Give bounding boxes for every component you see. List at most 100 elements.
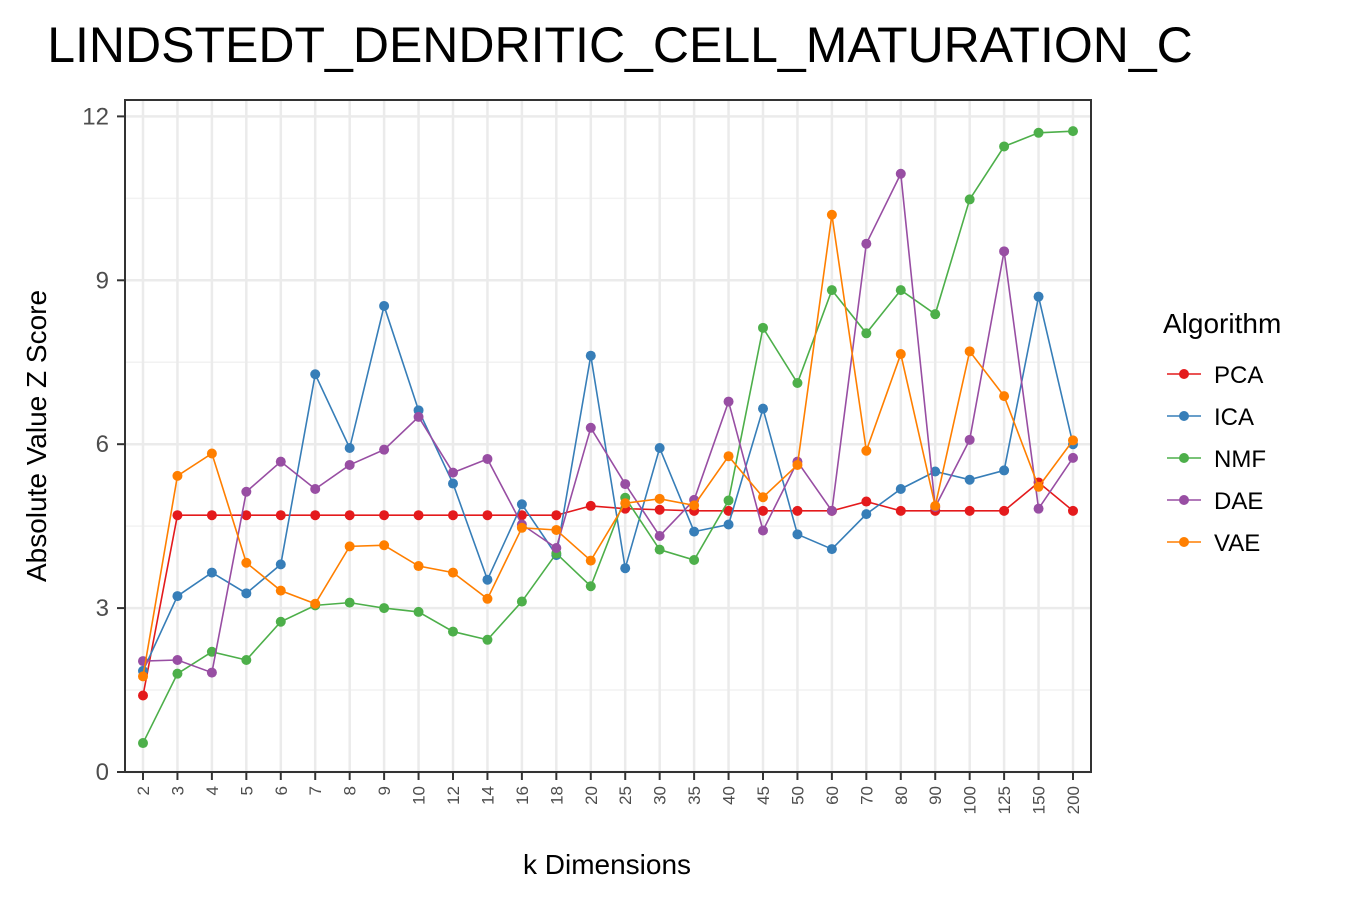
series-vae <box>138 209 1078 682</box>
data-point-ica <box>1033 291 1044 302</box>
data-point-vae <box>930 500 941 511</box>
data-point-nmf <box>930 309 941 320</box>
x-tick-label: 35 <box>685 786 704 805</box>
data-point-pca <box>964 505 975 516</box>
chart-title: LINDSTEDT_DENDRITIC_CELL_MATURATION_C <box>47 17 1193 73</box>
data-point-dae <box>1033 503 1044 514</box>
data-point-nmf <box>448 626 458 637</box>
data-point-nmf <box>241 655 252 665</box>
y-tick-label: 12 <box>82 103 109 130</box>
series-pca <box>138 477 1078 701</box>
legend-label: VAE <box>1214 530 1260 557</box>
grid-major <box>125 100 1091 774</box>
data-point-pca <box>379 510 390 521</box>
data-point-pca <box>895 505 906 516</box>
y-axis-title: Absolute Value Z Score <box>21 290 52 582</box>
series-line-pca <box>142 481 1074 696</box>
data-point-pca <box>172 510 183 521</box>
data-point-dae <box>654 530 665 541</box>
legend-label: DAE <box>1214 488 1263 515</box>
grid-minor <box>125 197 1091 691</box>
data-point-nmf <box>861 328 872 339</box>
x-tick-label: 30 <box>651 786 670 805</box>
data-point-vae <box>344 541 355 552</box>
data-point-ica <box>379 300 390 311</box>
data-point-pca <box>792 505 803 516</box>
data-point-vae <box>861 445 872 456</box>
data-point-vae <box>1068 435 1078 446</box>
series-layer <box>138 126 1078 749</box>
data-point-pca <box>585 500 596 511</box>
data-point-dae <box>964 434 975 445</box>
legend: Algorithm PCA ICA NMF DAE VAE <box>1163 308 1281 557</box>
data-point-vae <box>172 470 183 481</box>
data-point-vae <box>964 346 975 357</box>
data-point-vae <box>1033 481 1044 492</box>
series-dae <box>138 168 1078 678</box>
data-point-dae <box>344 459 355 470</box>
data-point-ica <box>861 509 872 520</box>
data-point-vae <box>310 598 321 609</box>
legend-key-point <box>1179 369 1189 379</box>
data-point-ica <box>344 443 355 454</box>
x-tick-label: 2 <box>134 786 153 795</box>
y-tick-label: 6 <box>96 431 109 458</box>
data-point-ica <box>620 563 631 574</box>
data-point-ica <box>723 519 734 530</box>
data-point-nmf <box>482 634 493 645</box>
data-point-nmf <box>275 616 286 627</box>
legend-key-point <box>1179 495 1189 505</box>
data-point-pca <box>516 510 527 521</box>
legend-item-nmf: NMF <box>1167 446 1266 473</box>
data-point-dae <box>482 453 493 464</box>
data-point-pca <box>413 510 424 521</box>
x-tick-label: 10 <box>410 786 429 805</box>
data-point-dae <box>551 543 562 553</box>
data-point-dae <box>895 168 906 179</box>
x-tick-label: 5 <box>237 786 256 795</box>
data-point-vae <box>654 493 665 504</box>
x-tick-label: 16 <box>513 786 532 805</box>
data-point-dae <box>1068 452 1078 463</box>
legend-title: Algorithm <box>1163 308 1281 339</box>
data-point-ica <box>758 403 768 414</box>
x-tick-label: 18 <box>547 786 566 805</box>
x-tick-label: 45 <box>754 786 773 805</box>
data-point-dae <box>999 246 1010 257</box>
data-point-nmf <box>413 606 424 617</box>
x-tick-label: 3 <box>168 786 187 795</box>
series-line-ica <box>142 296 1074 672</box>
data-point-nmf <box>826 285 837 296</box>
data-point-pca <box>448 510 458 521</box>
data-point-vae <box>379 540 390 551</box>
legend-label: PCA <box>1214 362 1263 389</box>
y-tick-label: 9 <box>96 267 109 294</box>
legend-key-point <box>1179 411 1189 421</box>
data-point-nmf <box>206 646 217 657</box>
legend-item-dae: DAE <box>1167 488 1263 515</box>
x-tick-label: 12 <box>444 786 463 805</box>
data-point-pca <box>999 505 1010 516</box>
x-tick-label: 100 <box>961 786 980 814</box>
data-point-ica <box>689 526 700 537</box>
data-point-dae <box>241 486 252 497</box>
data-point-nmf <box>344 597 355 608</box>
legend-items: PCA ICA NMF DAE VAE <box>1167 362 1266 557</box>
data-point-dae <box>861 238 872 249</box>
y-axis: 0 3 6 9 12 <box>82 103 125 786</box>
plot-panel-border <box>124 99 1092 773</box>
data-point-ica <box>930 466 941 477</box>
legend-item-vae: VAE <box>1167 530 1260 557</box>
data-point-pca <box>206 510 217 521</box>
x-tick-label: 200 <box>1064 786 1083 814</box>
x-tick-label: 70 <box>857 786 876 805</box>
data-point-vae <box>620 498 631 509</box>
data-point-dae <box>723 396 734 407</box>
data-point-dae <box>310 483 321 494</box>
x-tick-label: 9 <box>375 786 394 795</box>
x-tick-label: 150 <box>1030 786 1049 814</box>
data-point-nmf <box>964 194 975 205</box>
data-point-nmf <box>379 603 390 614</box>
data-point-ica <box>826 544 837 555</box>
data-point-vae <box>792 459 803 470</box>
